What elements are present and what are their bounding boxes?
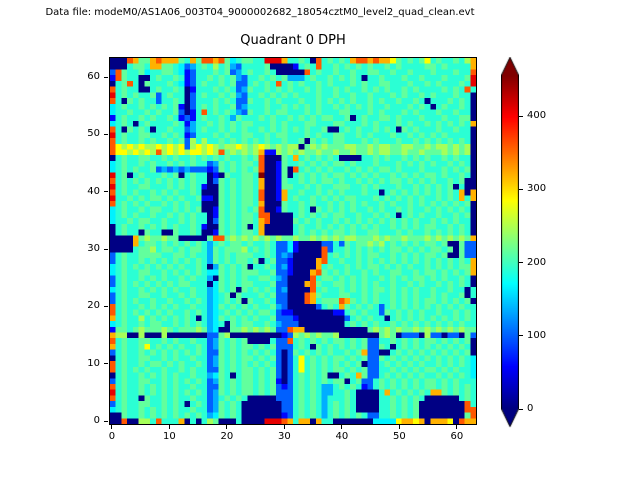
y-tick-mark — [104, 191, 108, 193]
y-tick-mark — [104, 76, 108, 78]
x-tick-mark — [111, 425, 113, 429]
colorbar-tick-mark — [519, 408, 523, 410]
x-tick-label: 10 — [163, 431, 176, 442]
x-tick-mark — [226, 425, 228, 429]
y-tick-label: 20 — [87, 300, 100, 312]
y-tick-mark — [104, 248, 108, 250]
y-tick-mark — [104, 305, 108, 307]
colorbar-tick-label: 300 — [527, 183, 547, 195]
colorbar-tick-label: 0 — [527, 403, 534, 414]
data-file-label: Data file: modeM0/AS1A06_003T04_90000026… — [45, 7, 475, 18]
x-tick-mark — [283, 425, 285, 429]
heatmap-canvas — [110, 58, 476, 424]
colorbar-tick-mark — [519, 262, 523, 263]
x-tick-label: 0 — [108, 431, 116, 442]
x-tick-label: 50 — [393, 431, 406, 442]
colorbar-tick-mark — [519, 335, 523, 337]
x-tick-mark — [341, 425, 343, 429]
y-tick-label: 0 — [93, 415, 100, 427]
plot-title: Quadrant 0 DPH — [240, 33, 346, 48]
colorbar-tick-mark — [519, 188, 523, 190]
axes-frame — [109, 57, 477, 425]
colorbar-tick-label: 200 — [527, 256, 547, 268]
x-tick-mark — [398, 425, 400, 429]
y-tick-label: 30 — [87, 243, 100, 255]
y-tick-label: 10 — [87, 357, 100, 369]
x-tick-label: 20 — [220, 431, 234, 442]
x-tick-label: 40 — [335, 431, 349, 442]
colorbar-canvas — [501, 57, 519, 428]
x-tick-mark — [168, 425, 170, 429]
colorbar-tick-label: 400 — [527, 110, 547, 122]
y-tick-label: 40 — [87, 185, 100, 197]
y-tick-mark — [104, 133, 108, 135]
x-tick-mark — [456, 425, 458, 429]
colorbar-tick-mark — [519, 115, 523, 117]
x-tick-label: 30 — [278, 431, 291, 442]
y-tick-label: 50 — [87, 128, 100, 140]
x-tick-label: 60 — [450, 431, 464, 442]
y-tick-label: 60 — [87, 71, 100, 83]
y-tick-mark — [104, 420, 108, 422]
y-tick-mark — [104, 363, 108, 365]
colorbar-tick-label: 100 — [527, 329, 547, 341]
